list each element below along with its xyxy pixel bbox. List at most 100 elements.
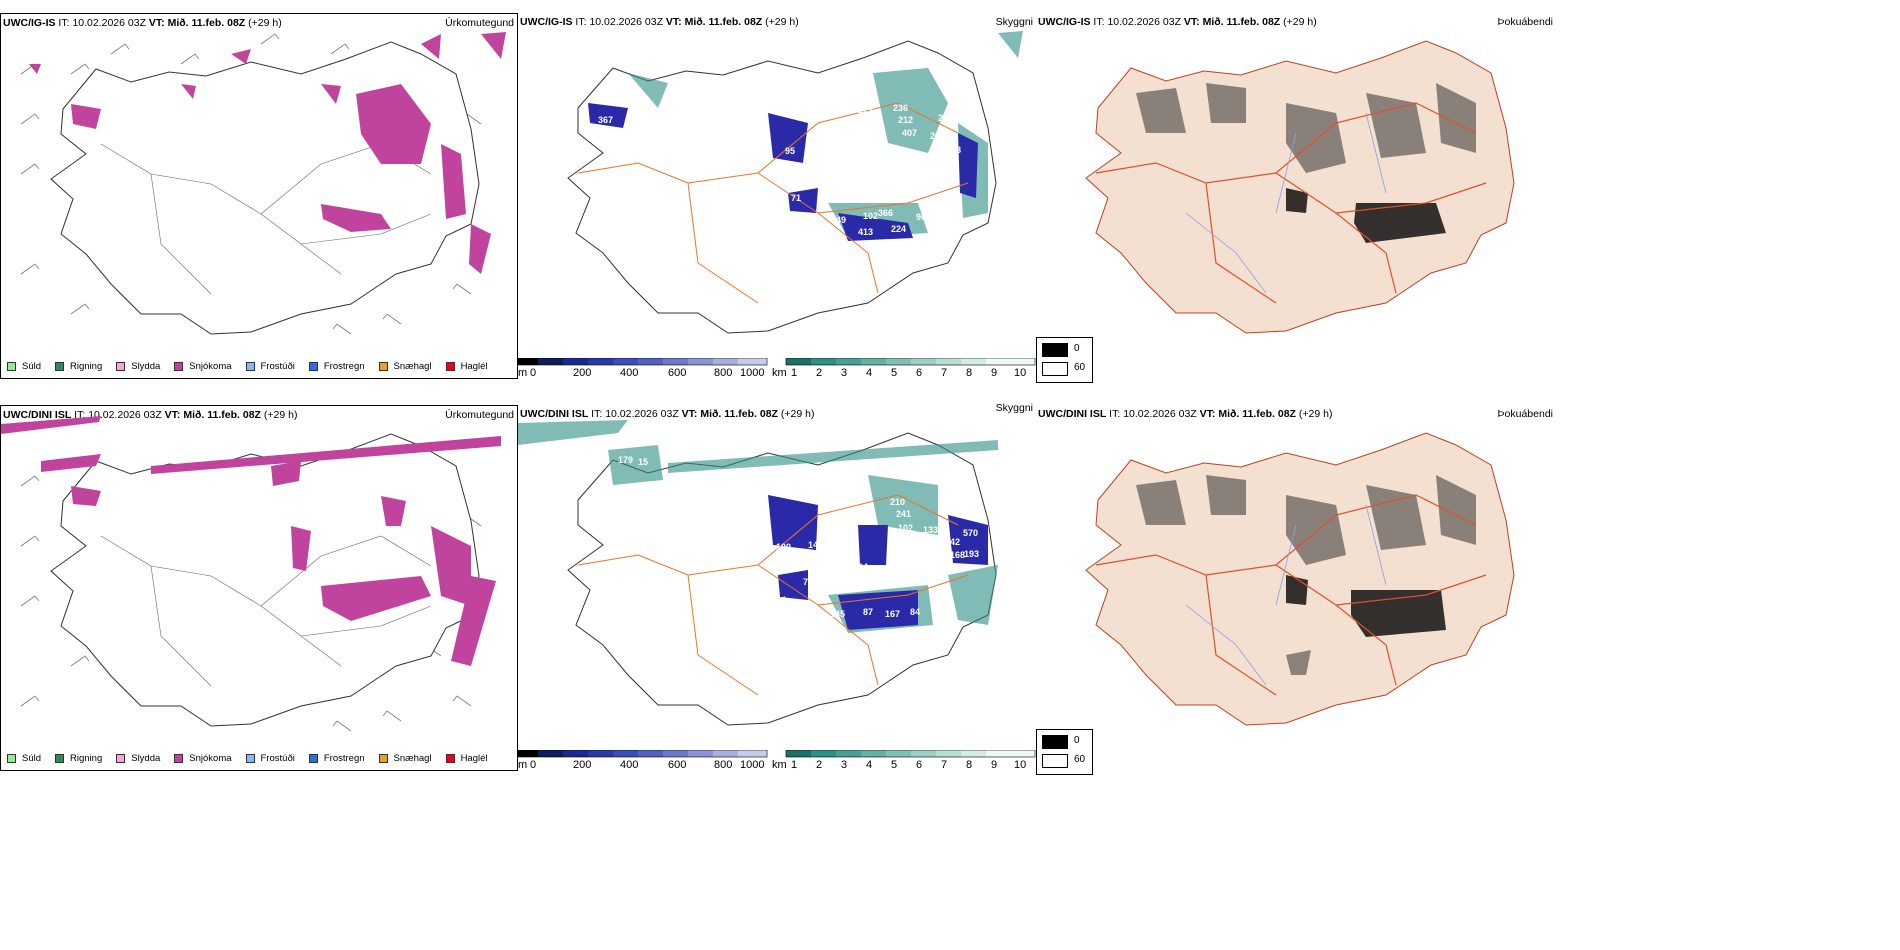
fog-legend-light-swatch <box>1042 362 1068 376</box>
road-network <box>577 494 969 696</box>
fog-roads <box>1095 102 1487 304</box>
legend-swatch <box>116 753 126 763</box>
colorbar-tick: 4 <box>866 367 873 379</box>
panel-kind-title: Þokuábendi <box>1497 16 1553 28</box>
visibility-map: 210 241 102 133 570 342 276 168 193 100 … <box>518 420 998 726</box>
cloud-label: 236 <box>893 103 908 113</box>
fog-dark-areas <box>1136 83 1476 173</box>
cloud-label: 276 <box>946 565 961 575</box>
cloud-label: 318 <box>946 145 961 155</box>
colorbar-tick: 10 <box>1014 367 1027 379</box>
cloud-label: 763 <box>803 577 818 587</box>
precip-type-panel-1: UWC/IG-IS IT: 10.02.2026 03Z VT: Mið. 11… <box>0 13 518 379</box>
fog-legend-light-swatch <box>1042 754 1068 768</box>
legend-item-snaehagl: Snæhagl <box>378 753 432 764</box>
cloud-label: 27 <box>858 135 868 145</box>
legend-swatch <box>445 361 455 371</box>
cloud-label: 396 <box>807 180 822 190</box>
legend-item-rigning: Rigning <box>55 361 102 372</box>
legend-item-slydda: Slydda <box>116 361 160 372</box>
cloud-label: 226 <box>838 95 853 105</box>
colorbar-tick: 5 <box>891 367 898 379</box>
cloud-label: 102 <box>898 523 913 533</box>
colorbar-unit: km <box>772 759 787 771</box>
roads <box>100 535 432 687</box>
colorbar-tick: 600 <box>668 759 687 771</box>
fog-map <box>1085 432 1515 726</box>
colorbar-tick: 6 <box>916 367 923 379</box>
cloud-label: 100 <box>776 542 791 552</box>
road-network <box>577 102 969 304</box>
cloud-label: 129 <box>812 148 827 158</box>
legend-item-frostudi: Frostúði <box>245 753 295 764</box>
cloud-label: 145 <box>830 609 845 619</box>
fog-legend-1: 0 60 <box>1036 337 1093 383</box>
fog-legend-light-label: 60 <box>1074 754 1086 765</box>
colorbar-tick: 800 <box>714 367 733 379</box>
legend-swatch <box>308 361 318 371</box>
colorbar-swatches <box>518 358 768 366</box>
cloud-label: 193 <box>964 549 979 559</box>
colorbar-swatches <box>785 750 1036 758</box>
iceland-outline <box>1085 40 1515 334</box>
cloud-label: 84 <box>910 607 920 617</box>
precip-map <box>1 416 501 732</box>
colorbar-swatches <box>518 750 768 758</box>
colorbar-tick: 8 <box>966 367 973 379</box>
cloud-label: 133 <box>923 525 938 535</box>
cloud-label: 241 <box>896 509 911 519</box>
cloud-label: 142 <box>808 540 823 550</box>
cloud-label: 130 <box>826 143 841 153</box>
iceland-outline <box>50 433 480 727</box>
legend-swatch <box>174 361 184 371</box>
visibility-map: 226 223 236 212 407 204 238 318 95 129 1… <box>567 31 1023 334</box>
fog-legend-2: 0 60 <box>1036 729 1093 775</box>
panel-kind-title: Úrkomutegund <box>445 17 514 29</box>
fog-legend-dark-swatch <box>1042 343 1068 357</box>
colorbar-tick: 7 <box>941 759 948 771</box>
colorbar-tick: 200 <box>573 759 592 771</box>
panel-kind-title: Skyggni <box>995 402 1033 414</box>
cloud-label: 413 <box>858 227 873 237</box>
colorbar-tick: 2 <box>816 759 823 771</box>
legend-swatch <box>378 361 388 371</box>
legend-swatch <box>116 361 126 371</box>
legend-item-frostregn: Frostregn <box>308 753 365 764</box>
rivers <box>1185 112 1387 294</box>
legend-item-frostudi: Frostúði <box>245 361 295 372</box>
fog-index-panel-2: UWC/DINI ISL IT: 10.02.2026 03Z VT: Mið.… <box>1036 405 1556 771</box>
cloud-base-areas <box>588 103 978 241</box>
legend-item-snjokoma: Snjókoma <box>174 361 232 372</box>
cloud-label: 144 <box>728 195 743 205</box>
cloud-label: 168 <box>950 550 965 560</box>
cloud-label: 15 <box>638 457 648 467</box>
roads <box>100 143 432 295</box>
colorbar-tick: 5 <box>891 759 898 771</box>
legend-swatch <box>174 753 184 763</box>
legend-item-rigning: Rigning <box>55 753 102 764</box>
colorbar-tick: 800 <box>714 759 733 771</box>
cloud-label: 87 <box>863 607 873 617</box>
legend-item-slydda: Slydda <box>116 753 160 764</box>
fog-index-panel-1: UWC/IG-IS IT: 10.02.2026 03Z VT: Mið. 11… <box>1036 13 1556 379</box>
rivers <box>1185 504 1387 686</box>
cloud-label: 18 <box>818 550 828 560</box>
colorbar-tick: 600 <box>668 367 687 379</box>
cloud-label: 238 <box>930 131 945 141</box>
legend-swatch <box>308 753 318 763</box>
panel-header: UWC/IG-IS IT: 10.02.2026 03Z VT: Mið. 11… <box>1038 16 1317 28</box>
cloud-base-colorbar: m 0 200 400 600 800 1000 <box>518 358 768 380</box>
cloud-label: 95 <box>785 146 795 156</box>
cloud-labels: 210 241 102 133 570 342 276 168 193 100 … <box>618 455 979 619</box>
panel-kind-title: Úrkomutegund <box>445 409 514 421</box>
colorbar-tick: 2 <box>816 367 823 379</box>
precip-type-panel-2: UWC/DINI ISL IT: 10.02.2026 03Z VT: Mið.… <box>0 405 518 771</box>
colorbar-tick: 1 <box>791 759 798 771</box>
legend-item-sudd: Súld <box>7 753 41 764</box>
legend-swatch <box>378 753 388 763</box>
cloud-label: 570 <box>963 528 978 538</box>
visibility-panel-2: UWC/DINI ISL IT: 10.02.2026 03Z VT: Mið.… <box>518 402 1036 771</box>
panel-header: UWC/IG-IS IT: 10.02.2026 03Z VT: Mið. 11… <box>3 17 282 29</box>
cloud-label: 167 <box>885 609 900 619</box>
legend-swatch <box>245 753 255 763</box>
